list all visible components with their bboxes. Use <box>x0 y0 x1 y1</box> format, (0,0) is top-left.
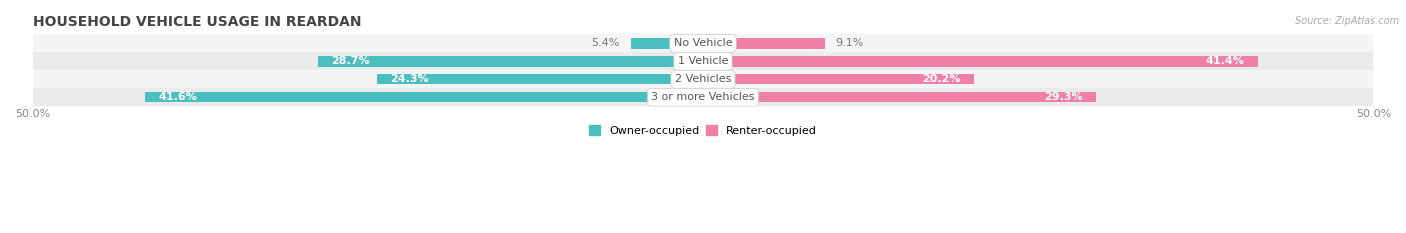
Bar <box>703 38 825 48</box>
Bar <box>32 52 1374 70</box>
Bar <box>318 56 703 66</box>
Text: 2 Vehicles: 2 Vehicles <box>675 74 731 84</box>
Text: 9.1%: 9.1% <box>835 38 865 48</box>
Legend: Owner-occupied, Renter-occupied: Owner-occupied, Renter-occupied <box>585 121 821 140</box>
Text: 3 or more Vehicles: 3 or more Vehicles <box>651 92 755 102</box>
Bar <box>703 92 1095 103</box>
Bar <box>377 74 703 85</box>
Text: HOUSEHOLD VEHICLE USAGE IN REARDAN: HOUSEHOLD VEHICLE USAGE IN REARDAN <box>32 15 361 29</box>
Bar <box>32 34 1374 52</box>
Text: Source: ZipAtlas.com: Source: ZipAtlas.com <box>1295 16 1399 26</box>
Text: 29.3%: 29.3% <box>1043 92 1083 102</box>
Bar <box>32 70 1374 88</box>
Text: 28.7%: 28.7% <box>332 56 370 66</box>
Bar <box>631 38 703 48</box>
Text: No Vehicle: No Vehicle <box>673 38 733 48</box>
Bar <box>145 92 703 103</box>
Bar <box>703 74 974 85</box>
Bar <box>32 88 1374 106</box>
Text: 1 Vehicle: 1 Vehicle <box>678 56 728 66</box>
Text: 5.4%: 5.4% <box>592 38 620 48</box>
Text: 41.4%: 41.4% <box>1206 56 1244 66</box>
Bar <box>703 56 1258 66</box>
Text: 20.2%: 20.2% <box>922 74 960 84</box>
Text: 41.6%: 41.6% <box>159 92 197 102</box>
Text: 24.3%: 24.3% <box>391 74 429 84</box>
